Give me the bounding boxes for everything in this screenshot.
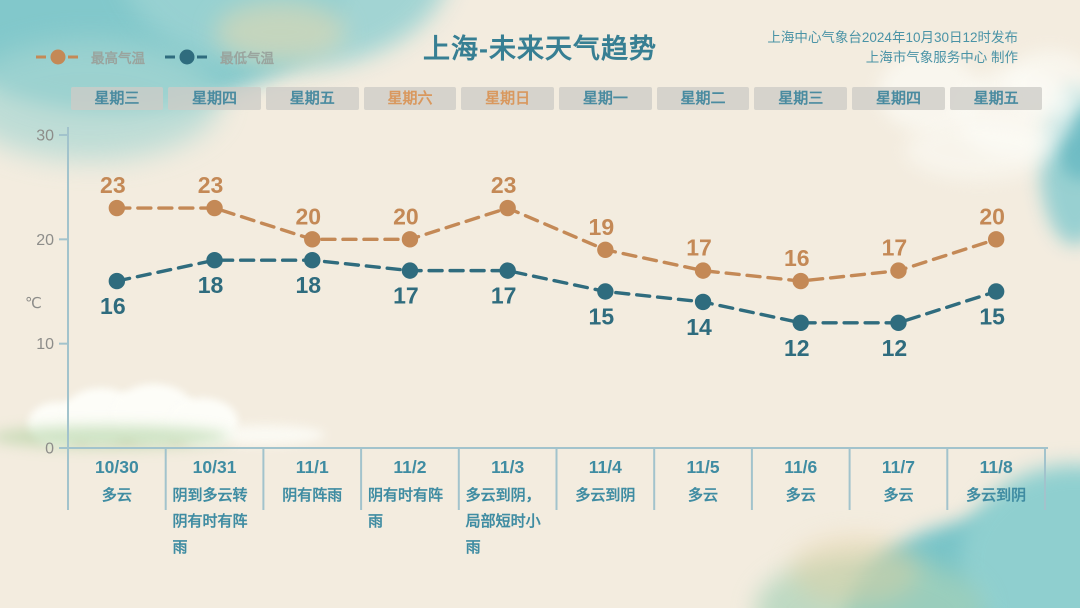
- publisher-info: 上海中心气象台2024年10月30日12时发布 上海市气象服务中心 制作: [767, 28, 1018, 68]
- weather-label: 多云到阴: [575, 487, 636, 504]
- y-axis-unit: ℃: [25, 295, 42, 312]
- date-label: 11/1: [295, 457, 329, 477]
- high-temp-value: 17: [882, 235, 908, 261]
- forecast-cell-3: 11/2 阴有时有阵雨: [361, 456, 459, 561]
- forecast-cell-4: 11/3 多云到阴，局部短时小雨: [459, 456, 557, 561]
- weekday-tab-4[interactable]: 星期日: [461, 87, 554, 110]
- low-temp-point: [890, 314, 907, 331]
- forecast-cell-6: 11/5 多云: [654, 456, 752, 561]
- weather-label: 阴到多云转阴有时有阵雨: [172, 487, 248, 556]
- date-label: 10/30: [94, 457, 139, 477]
- weekday-tab-6[interactable]: 星期二: [656, 87, 750, 110]
- forecast-cell-0: 10/30 多云: [68, 456, 166, 561]
- high-temp-point: [890, 262, 907, 279]
- high-temp-point: [597, 241, 614, 258]
- publisher-line2: 上海市气象服务中心 制作: [865, 50, 1018, 65]
- weather-label: 多云: [883, 487, 914, 504]
- date-label: 11/7: [881, 457, 915, 477]
- y-tick-label: 0: [45, 441, 54, 458]
- weekday-tab-7[interactable]: 星期三: [754, 87, 848, 110]
- low-temp-value: 14: [686, 314, 712, 340]
- low-temp-value: 12: [784, 335, 810, 361]
- date-label: 11/2: [393, 457, 427, 477]
- date-label: 11/3: [491, 457, 525, 477]
- date-label: 11/8: [979, 457, 1013, 477]
- high-temp-point: [401, 231, 419, 248]
- date-label: 11/6: [784, 457, 818, 477]
- weather-label: 多云: [688, 487, 719, 504]
- low-temp-point: [792, 314, 809, 331]
- low-temp-point: [987, 283, 1005, 300]
- forecast-cell-1: 10/31 阴到多云转阴有时有阵雨: [166, 456, 264, 561]
- low-temp-point: [108, 272, 126, 290]
- date-label: 10/31: [192, 457, 237, 477]
- low-temp-value: 12: [882, 335, 908, 361]
- weather-label: 多云到阴: [966, 487, 1027, 504]
- high-temp-value: 16: [784, 245, 810, 271]
- weather-label: 多云: [101, 487, 132, 504]
- legend-marker-icon: [36, 49, 80, 65]
- forecast-cell-5: 11/4 多云到阴: [556, 456, 654, 561]
- legend-marker-icon: [165, 49, 209, 65]
- high-temp-value: 20: [295, 203, 321, 229]
- weekday-tab-5[interactable]: 星期一: [558, 87, 652, 110]
- legend-label: 最低气温: [220, 51, 274, 66]
- high-temp-point: [499, 199, 516, 217]
- low-temp-point: [206, 252, 223, 269]
- high-temp-point: [987, 231, 1005, 248]
- low-temp-value: 18: [198, 272, 224, 298]
- legend-label: 最高气温: [91, 51, 145, 66]
- high-temp-value: 20: [979, 203, 1005, 229]
- high-temp-value: 20: [393, 203, 419, 229]
- forecast-cell-8: 11/7 多云: [850, 456, 948, 561]
- forecast-cell-7: 11/6 多云: [752, 456, 850, 561]
- high-temp-value: 23: [100, 172, 126, 198]
- date-label: 11/4: [588, 457, 622, 477]
- forecast-cell-9: 11/8 多云到阴: [947, 456, 1045, 561]
- low-temp-point: [499, 262, 516, 279]
- legend-item-low: 最低气温: [163, 47, 274, 67]
- low-temp-point: [401, 262, 419, 279]
- low-temp-point: [597, 283, 614, 300]
- low-temp-value: 15: [979, 304, 1005, 330]
- weather-label: 阴有阵雨: [282, 487, 343, 504]
- page-title: 上海-未来天气趋势: [423, 34, 657, 64]
- high-temp-line: [115, 206, 998, 283]
- high-temp-point: [694, 262, 712, 279]
- weather-label: 多云到阴，局部短时小雨: [465, 487, 541, 556]
- high-temp-point: [108, 199, 126, 217]
- forecast-cell-2: 11/1 阴有阵雨: [263, 456, 361, 561]
- weather-label: 多云: [785, 487, 816, 504]
- high-temp-value: 23: [491, 172, 517, 198]
- date-label: 11/5: [686, 457, 720, 477]
- y-tick-label: 30: [36, 128, 54, 145]
- high-temp-value: 19: [589, 214, 615, 240]
- forecast-table: 10/30 多云 10/31 阴到多云转阴有时有阵雨 11/1 阴有阵雨 11/2 阴有时有阵…: [68, 456, 1045, 561]
- low-temp-value: 18: [295, 272, 321, 298]
- high-temp-point: [206, 199, 223, 217]
- low-temp-line: [115, 258, 998, 325]
- high-temp-point: [304, 231, 321, 248]
- low-temp-point: [694, 293, 712, 311]
- y-tick-label: 10: [36, 336, 54, 353]
- high-temp-value: 17: [686, 235, 712, 261]
- high-temp-point: [792, 272, 809, 290]
- low-temp-value: 16: [100, 293, 126, 319]
- publisher-line1: 上海中心气象台2024年10月30日12时发布: [767, 30, 1018, 45]
- low-temp-value: 17: [393, 283, 419, 309]
- low-temp-point: [304, 252, 321, 269]
- low-temp-value: 15: [589, 304, 615, 330]
- weather-label: 阴有时有阵雨: [367, 487, 443, 530]
- legend-item-high: 最高气温: [34, 47, 145, 67]
- high-temp-value: 23: [198, 172, 224, 198]
- weekday-tab-3[interactable]: 星期六: [363, 87, 457, 110]
- y-tick-label: 20: [36, 232, 54, 249]
- chart-legend: 最高气温 最低气温: [34, 47, 274, 67]
- low-temp-value: 17: [491, 283, 517, 309]
